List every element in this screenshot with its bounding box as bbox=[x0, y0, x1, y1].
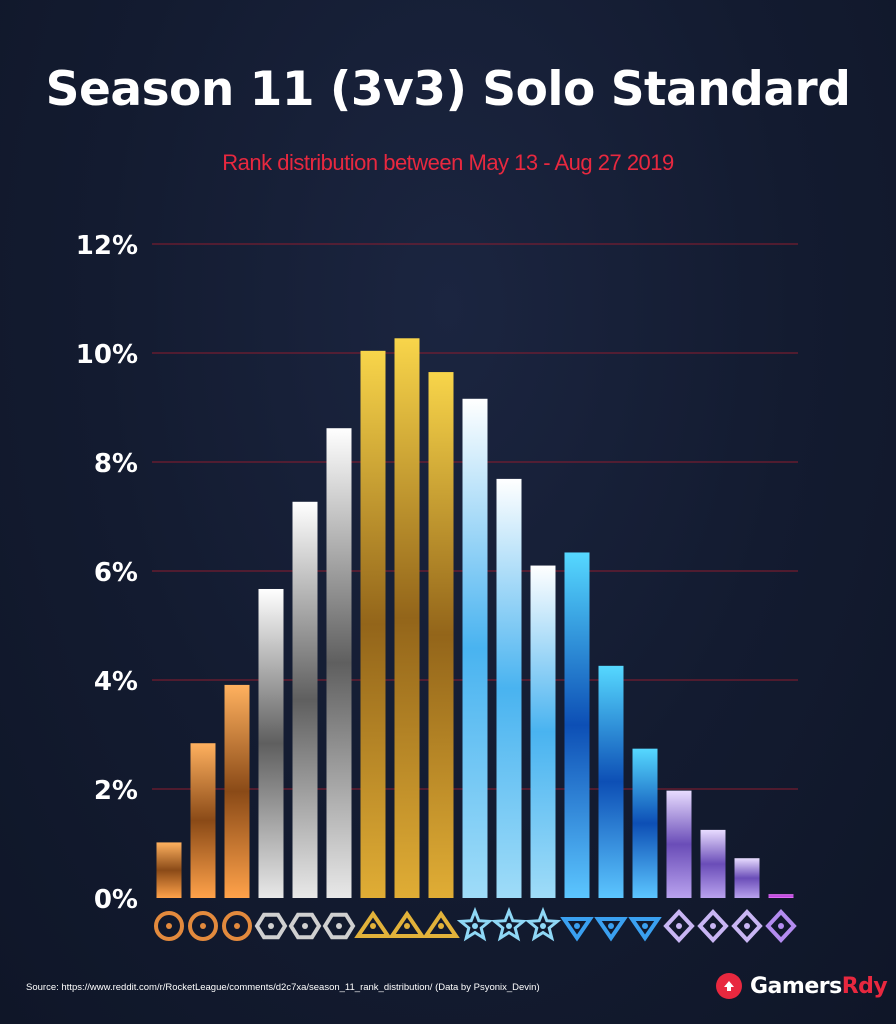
silver-1-icon bbox=[254, 912, 288, 940]
diamond-3-icon bbox=[628, 917, 662, 942]
y-tick-label: 6% bbox=[94, 558, 138, 588]
bronze-3-icon bbox=[222, 911, 252, 941]
bar-grand-champion bbox=[768, 894, 794, 898]
bronze-2-icon bbox=[188, 911, 218, 941]
bar-gold-1 bbox=[360, 350, 386, 898]
silver-3-icon bbox=[322, 912, 356, 940]
bar-gold-3 bbox=[428, 372, 454, 898]
brand-part-2: Rdy bbox=[841, 973, 888, 999]
diamond-2-icon bbox=[594, 917, 628, 942]
gamersrdy-logo: GamersRdy bbox=[716, 971, 888, 1001]
bar-diamond-2 bbox=[598, 665, 624, 898]
platinum-2-icon bbox=[490, 906, 528, 942]
y-tick-label: 12% bbox=[76, 231, 138, 261]
bar-diamond-1 bbox=[564, 552, 590, 898]
bar-champion-1 bbox=[666, 790, 692, 898]
brand-wordmark: GamersRdy bbox=[750, 973, 888, 999]
y-tick-label: 10% bbox=[76, 340, 138, 370]
bar-silver-1 bbox=[258, 588, 284, 898]
chart-title: Season 11 (3v3) Solo Standard bbox=[45, 62, 851, 117]
silver-2-icon bbox=[288, 912, 322, 940]
y-tick-label: 8% bbox=[94, 449, 138, 479]
gold-3-icon bbox=[422, 910, 460, 938]
bar-silver-2 bbox=[292, 501, 318, 898]
grand-champion-icon bbox=[765, 909, 797, 943]
champion-3-icon bbox=[731, 909, 763, 943]
y-tick-label: 4% bbox=[94, 667, 138, 697]
bar-bronze-2 bbox=[190, 743, 216, 898]
y-tick-label: 0% bbox=[94, 885, 138, 915]
platinum-3-icon bbox=[524, 906, 562, 942]
champion-1-icon bbox=[663, 909, 695, 943]
gold-1-icon bbox=[354, 910, 392, 938]
bar-gold-2 bbox=[394, 338, 420, 898]
chart-subtitle: Rank distribution between May 13 - Aug 2… bbox=[222, 150, 674, 175]
gold-2-icon bbox=[388, 910, 426, 938]
brand-part-1: Gamers bbox=[750, 973, 842, 999]
bar-diamond-3 bbox=[632, 748, 658, 898]
rank-distribution-chart: 0% 2% 4% 6% 8% 10% 12% bbox=[76, 231, 798, 943]
diamond-1-icon bbox=[560, 917, 594, 942]
gamersrdy-logo-icon bbox=[716, 973, 742, 999]
platinum-1-icon bbox=[456, 906, 494, 942]
bar-bronze-1 bbox=[156, 842, 182, 898]
bar-silver-3 bbox=[326, 428, 352, 898]
bar-bronze-3 bbox=[224, 684, 250, 898]
bar-platinum-2 bbox=[496, 478, 522, 898]
champion-2-icon bbox=[697, 909, 729, 943]
bronze-1-icon bbox=[154, 911, 184, 941]
y-tick-label: 2% bbox=[94, 776, 138, 806]
bar-champion-2 bbox=[700, 829, 726, 898]
bar-platinum-1 bbox=[462, 398, 488, 898]
bar-platinum-3 bbox=[530, 565, 556, 898]
source-citation: Source: https://www.reddit.com/r/RocketL… bbox=[26, 982, 540, 993]
bar-champion-3 bbox=[734, 858, 760, 898]
